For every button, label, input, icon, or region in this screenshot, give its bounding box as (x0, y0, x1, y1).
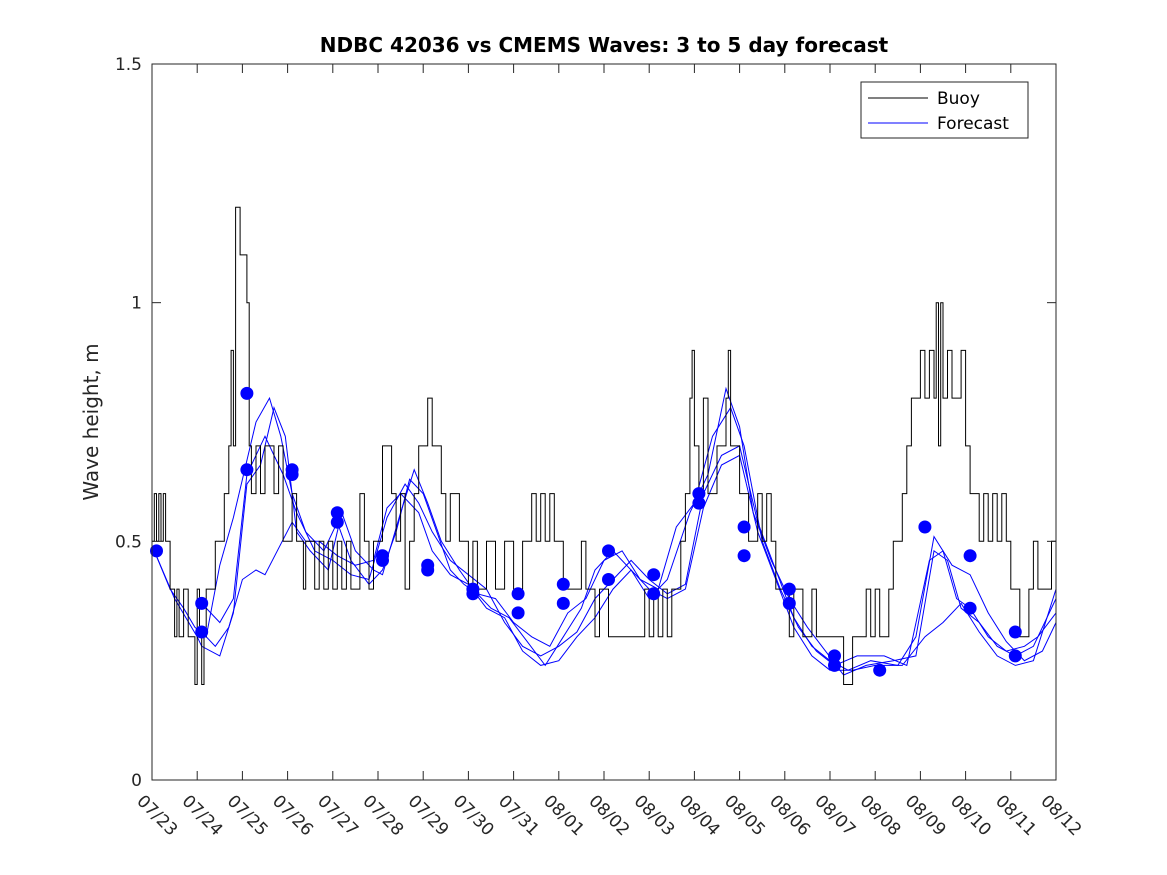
y-tick-label: 1.5 (115, 55, 142, 75)
y-axis-label: Wave height, m (79, 343, 103, 500)
forecast-series-line (153, 386, 1057, 676)
forecast-point (692, 487, 706, 501)
legend-forecast-label: Forecast (937, 114, 1009, 134)
forecast-point (466, 587, 480, 601)
forecast-point (602, 544, 615, 558)
forecast-point (511, 606, 525, 620)
forecast-point (782, 582, 796, 596)
legend: Buoy Forecast (860, 81, 1029, 139)
forecast-point (737, 549, 751, 563)
forecast-point (511, 587, 525, 601)
y-axis: 0 0.5 1 1.5 (115, 55, 1056, 791)
forecast-point (1008, 649, 1022, 663)
legend-box (860, 81, 1029, 139)
forecast-point (918, 520, 932, 534)
legend-buoy-label: Buoy (937, 89, 980, 109)
forecast-point (330, 515, 344, 529)
forecast-point (692, 496, 706, 510)
forecast-point (285, 468, 299, 481)
y-tick-label: 0.5 (115, 532, 142, 552)
plot-area (152, 64, 1056, 780)
forecast-point (963, 601, 977, 615)
forecast-point (556, 596, 570, 610)
y-tick-label: 1 (131, 294, 142, 314)
forecast-point (556, 577, 570, 591)
forecast-point (873, 663, 887, 677)
forecast-point (195, 596, 209, 610)
chart-title: NDBC 42036 vs CMEMS Waves: 3 to 5 day fo… (320, 33, 889, 57)
forecast-point (195, 625, 209, 639)
forecast-point (150, 544, 163, 558)
forecast-point (647, 587, 661, 601)
forecast-point (421, 563, 435, 577)
forecast-point (330, 506, 344, 520)
forecast-point (828, 658, 841, 672)
forecast-point (647, 568, 661, 582)
forecast-markers (150, 386, 1022, 677)
forecast-point (376, 553, 389, 567)
forecast-point (602, 573, 615, 586)
forecast-point (240, 386, 254, 400)
buoy-series-line (152, 206, 1056, 685)
forecast-point (737, 520, 751, 534)
forecast-point (828, 649, 841, 663)
forecast-point (782, 596, 796, 610)
forecast-point (1008, 625, 1022, 639)
forecast-point (240, 463, 254, 477)
y-tick-label: 0 (131, 771, 142, 791)
forecast-point (963, 549, 977, 563)
